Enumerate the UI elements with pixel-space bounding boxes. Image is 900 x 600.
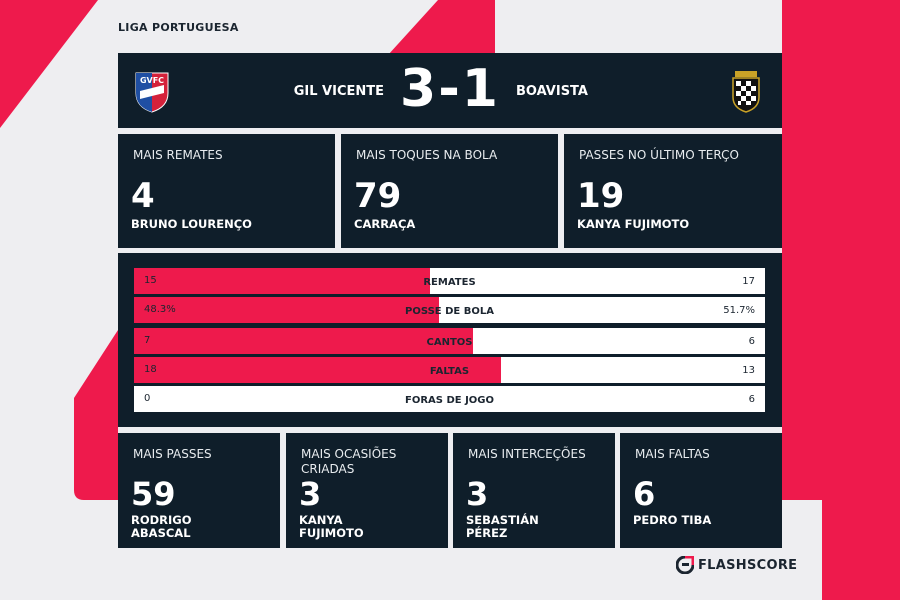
stat-away-value: 6 (748, 336, 755, 347)
card-value: 4 (131, 176, 155, 216)
bottom-card-chances-created: MAIS OCASIÕES CRIADAS 3 KANYA FUJIMOTO (286, 433, 448, 548)
card-value: 59 (131, 475, 176, 513)
stat-row-fouls: 18 FALTAS 13 (134, 357, 765, 383)
bottom-card-interceptions: MAIS INTERCEÇÕES 3 SEBASTIÁN PÉREZ (453, 433, 615, 548)
bottom-card-most-fouls: MAIS FALTAS 6 PEDRO TIBA (620, 433, 782, 548)
team-stats-panel: 15 REMATES 17 48.3% POSSE DE BOLA 51.7% … (118, 253, 782, 427)
flashscore-brand: FLASHSCORE (676, 556, 797, 574)
stat-home-value: 0 (144, 393, 151, 404)
stat-away-value: 17 (742, 276, 755, 287)
card-value: 3 (299, 475, 322, 513)
stat-label: REMATES (423, 277, 476, 288)
brand-name: FLASHSCORE (698, 557, 798, 573)
svg-text:GVFC: GVFC (140, 76, 164, 85)
stat-row-corners: 7 CANTOS 6 (134, 328, 765, 354)
card-value: 19 (577, 176, 625, 216)
stat-label: FALTAS (429, 366, 470, 377)
card-title: MAIS OCASIÕES CRIADAS (301, 447, 397, 476)
card-player: BRUNO LOURENÇO (131, 217, 252, 231)
stat-bar-home (134, 328, 474, 354)
top-card-final-third-passes: PASSES NO ÚLTIMO TERÇO 19 KANYA FUJIMOTO (564, 134, 782, 248)
card-player: SEBASTIÁN PÉREZ (466, 513, 539, 540)
stat-home-value: 15 (144, 275, 157, 286)
stat-row-shots: 15 REMATES 17 (134, 268, 765, 294)
card-player: RODRIGO ABASCAL (131, 513, 192, 540)
card-title: MAIS FALTAS (635, 447, 710, 461)
stat-home-value: 18 (144, 364, 157, 375)
card-title: PASSES NO ÚLTIMO TERÇO (579, 148, 739, 162)
card-title: MAIS TOQUES NA BOLA (356, 148, 498, 162)
stat-bar-home (134, 297, 439, 323)
flashscore-logo-icon (676, 556, 694, 574)
stat-away-value: 6 (748, 394, 755, 405)
bottom-card-most-passes: MAIS PASSES 59 RODRIGO ABASCAL (118, 433, 280, 548)
match-score: 3-1 (400, 59, 500, 119)
stat-away-value: 13 (742, 365, 755, 376)
stat-label: FORAS DE JOGO (405, 395, 494, 406)
stat-label: CANTOS (426, 337, 473, 348)
card-player: CARRAÇA (354, 217, 416, 231)
boavista-crest-icon (732, 71, 760, 113)
stat-home-value: 48.3% (144, 304, 176, 315)
top-card-most-shots: MAIS REMATES 4 BRUNO LOURENÇO (118, 134, 335, 248)
card-value: 3 (466, 475, 489, 513)
stat-label: POSSE DE BOLA (405, 306, 494, 317)
stat-row-possession: 48.3% POSSE DE BOLA 51.7% (134, 297, 765, 323)
card-value: 6 (633, 475, 656, 513)
card-player: PEDRO TIBA (633, 513, 712, 527)
stat-home-value: 7 (144, 335, 151, 346)
match-header: GVFC GIL VICENTE 3-1 BOAVISTA (118, 53, 782, 128)
home-team-name: GIL VICENTE (293, 84, 384, 99)
stat-row-offsides: 0 FORAS DE JOGO 6 (134, 386, 765, 412)
gil-vicente-crest-icon: GVFC (135, 72, 169, 113)
card-player: KANYA FUJIMOTO (577, 217, 690, 231)
top-card-most-touches: MAIS TOQUES NA BOLA 79 CARRAÇA (341, 134, 558, 248)
card-title: MAIS PASSES (133, 447, 212, 461)
stat-bar-home (134, 357, 501, 383)
stat-away-value: 51.7% (723, 305, 755, 316)
card-player: KANYA FUJIMOTO (299, 513, 364, 540)
card-value: 79 (354, 176, 402, 216)
stat-bar-home (134, 268, 430, 294)
card-title: MAIS REMATES (133, 148, 223, 162)
away-team-name: BOAVISTA (516, 84, 588, 99)
card-title: MAIS INTERCEÇÕES (468, 447, 586, 461)
league-title: LIGA PORTUGUESA (118, 21, 239, 34)
